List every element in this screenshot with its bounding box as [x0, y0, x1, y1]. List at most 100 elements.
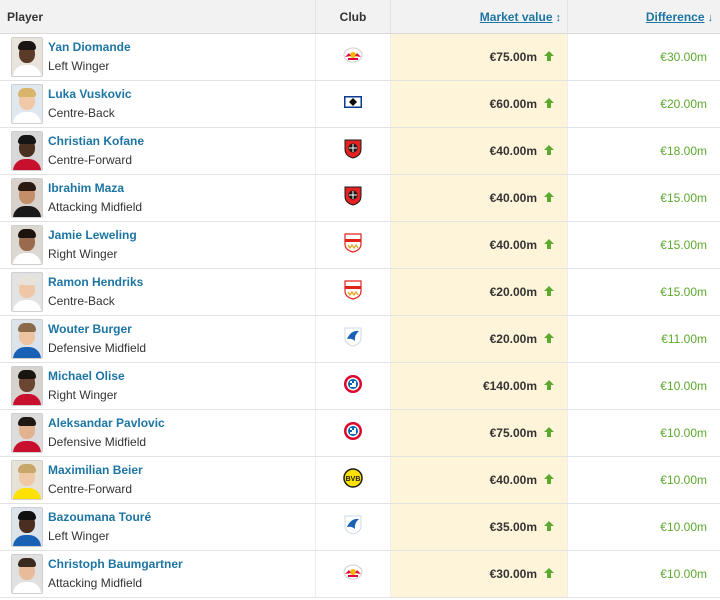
player-name-link[interactable]: Christoph Baumgartner	[48, 557, 183, 571]
column-header-difference[interactable]: Difference ↓	[567, 0, 720, 34]
table-row: Wouter Burger Defensive Midfield €20.00m €1…	[0, 315, 720, 363]
player-cell: Ibrahim Maza Attacking Midfield	[0, 174, 316, 222]
sort-both-icon[interactable]: ↕	[555, 11, 562, 24]
club-cell	[315, 315, 391, 363]
player-avatar[interactable]	[11, 178, 43, 218]
tsg-hoffenheim-crest-icon[interactable]	[344, 327, 362, 352]
table-row: Ramon Hendriks Centre-Back €20.00m €15.00m	[0, 268, 720, 316]
table-row: Luka Vuskovic Centre-Back €60.00m €20.00m	[0, 80, 720, 128]
bayer-leverkusen-crest-icon[interactable]	[344, 139, 362, 164]
player-name-link[interactable]: Wouter Burger	[48, 322, 132, 336]
market-value-cell: €60.00m	[390, 80, 568, 128]
vfb-stuttgart-crest-icon[interactable]	[344, 232, 362, 258]
sort-descending-icon[interactable]: ↓	[707, 11, 714, 24]
player-cell: Maximilian Beier Centre-Forward	[0, 456, 316, 504]
up-arrow-icon	[537, 191, 555, 205]
bayern-munich-crest-icon[interactable]	[343, 374, 363, 399]
player-avatar[interactable]	[11, 272, 43, 312]
club-cell	[315, 33, 391, 81]
difference-value: €15.00m	[660, 191, 707, 205]
difference-value: €18.00m	[660, 144, 707, 158]
player-name-link[interactable]: Aleksandar Pavlovic	[48, 416, 165, 430]
svg-text:BVB: BVB	[346, 476, 361, 483]
market-value: €20.00m	[489, 285, 537, 299]
player-cell: Jamie Leweling Right Winger	[0, 221, 316, 269]
player-name-link[interactable]: Jamie Leweling	[48, 228, 137, 242]
player-avatar[interactable]	[11, 413, 43, 453]
tsg-hoffenheim-crest-icon[interactable]	[344, 515, 362, 540]
player-name-link[interactable]: Christian Kofane	[48, 134, 145, 148]
column-header-player: Player	[0, 0, 316, 34]
bayern-munich-crest-icon[interactable]	[343, 421, 363, 446]
table-row: Ibrahim Maza Attacking Midfield €40.00m €15…	[0, 174, 720, 222]
player-position: Attacking Midfield	[48, 200, 143, 214]
difference-value: €10.00m	[660, 426, 707, 440]
player-avatar[interactable]	[11, 319, 43, 359]
market-value: €20.00m	[489, 332, 537, 346]
up-arrow-icon	[537, 567, 555, 581]
rb-leipzig-crest-icon[interactable]	[343, 47, 363, 68]
sort-difference-link[interactable]: Difference	[645, 9, 705, 24]
market-value: €40.00m	[489, 191, 537, 205]
market-value-cell: €40.00m	[390, 456, 568, 504]
market-value: €140.00m	[482, 379, 537, 393]
market-value: €40.00m	[489, 473, 537, 487]
player-name-link[interactable]: Michael Olise	[48, 369, 125, 383]
sort-market-value-link[interactable]: Market value	[479, 9, 553, 24]
borussia-dortmund-crest-icon[interactable]: BVB	[343, 467, 363, 493]
difference-cell: €10.00m	[567, 503, 720, 551]
player-avatar[interactable]	[11, 460, 43, 500]
player-avatar[interactable]	[11, 366, 43, 406]
player-position: Defensive Midfield	[48, 435, 147, 449]
club-cell	[315, 362, 391, 410]
bayer-leverkusen-crest-icon[interactable]	[344, 186, 362, 211]
hamburger-sv-crest-icon[interactable]	[343, 94, 363, 115]
club-cell	[315, 174, 391, 222]
market-value-cell: €20.00m	[390, 268, 568, 316]
difference-cell: €10.00m	[567, 550, 720, 598]
player-position: Centre-Back	[48, 294, 115, 308]
rb-leipzig-crest-icon[interactable]	[343, 564, 363, 585]
table-row: Michael Olise Right Winger €140.00m €10.00m	[0, 362, 720, 410]
difference-value: €30.00m	[660, 50, 707, 64]
player-cell: Ramon Hendriks Centre-Back	[0, 268, 316, 316]
player-name-link[interactable]: Maximilian Beier	[48, 463, 143, 477]
column-header-market-value[interactable]: Market value ↕	[390, 0, 568, 34]
market-value: €75.00m	[489, 50, 537, 64]
player-name-link[interactable]: Bazoumana Touré	[48, 510, 152, 524]
player-name-link[interactable]: Luka Vuskovic	[48, 87, 132, 101]
table-row: Bazoumana Touré Left Winger €35.00m €10.00m	[0, 503, 720, 551]
player-cell: Luka Vuskovic Centre-Back	[0, 80, 316, 128]
difference-value: €10.00m	[660, 520, 707, 534]
player-cell: Christian Kofane Centre-Forward	[0, 127, 316, 175]
difference-cell: €15.00m	[567, 221, 720, 269]
up-arrow-icon	[537, 97, 555, 111]
difference-cell: €30.00m	[567, 33, 720, 81]
difference-cell: €11.00m	[567, 315, 720, 363]
difference-cell: €10.00m	[567, 362, 720, 410]
difference-value: €15.00m	[660, 238, 707, 252]
player-name-link[interactable]: Ibrahim Maza	[48, 181, 125, 195]
vfb-stuttgart-crest-icon[interactable]	[344, 279, 362, 305]
difference-value: €11.00m	[661, 332, 707, 346]
difference-value: €15.00m	[660, 285, 707, 299]
player-name-link[interactable]: Yan Diomande	[48, 40, 131, 54]
difference-value: €10.00m	[660, 379, 707, 393]
player-position: Right Winger	[48, 388, 118, 402]
difference-cell: €10.00m	[567, 409, 720, 457]
player-avatar[interactable]	[11, 225, 43, 265]
player-avatar[interactable]	[11, 84, 43, 124]
player-avatar[interactable]	[11, 131, 43, 171]
player-avatar[interactable]	[11, 554, 43, 594]
player-avatar[interactable]	[11, 507, 43, 547]
up-arrow-icon	[537, 144, 555, 158]
player-name-link[interactable]: Ramon Hendriks	[48, 275, 144, 289]
market-value-cell: €20.00m	[390, 315, 568, 363]
difference-cell: €15.00m	[567, 174, 720, 222]
market-value: €30.00m	[489, 567, 537, 581]
up-arrow-icon	[537, 473, 555, 487]
column-header-club: Club	[315, 0, 391, 34]
player-avatar[interactable]	[11, 37, 43, 77]
player-position: Centre-Forward	[48, 153, 133, 167]
club-cell	[315, 127, 391, 175]
